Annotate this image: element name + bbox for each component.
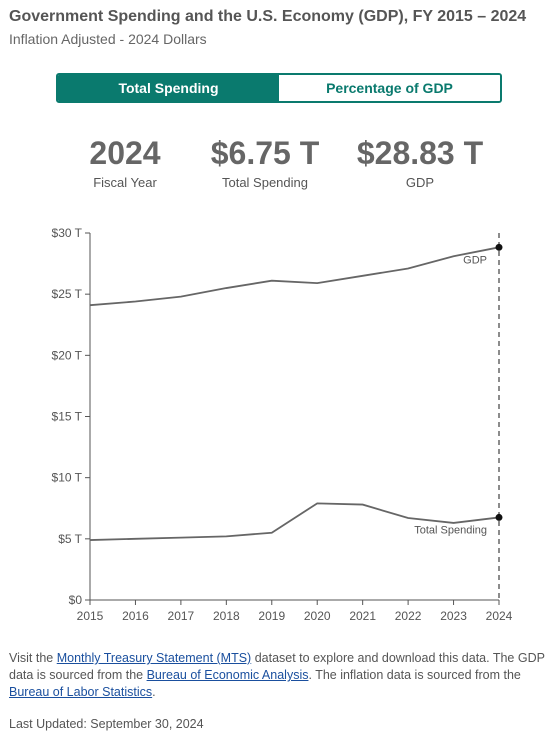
x-tick-label: 2024 (486, 609, 513, 623)
series-endpoint (495, 513, 503, 521)
percentage-of-gdp-tab[interactable]: Percentage of GDP (279, 75, 500, 101)
page-title: Government Spending and the U.S. Economy… (9, 8, 527, 25)
y-tick-label: $30 T (52, 226, 83, 240)
last-updated: Last Updated: September 30, 2024 (9, 717, 204, 731)
mts-link[interactable]: Monthly Treasury Statement (MTS) (56, 651, 252, 665)
stat-label: Total Spending (221, 175, 308, 190)
x-tick-label: 2020 (304, 609, 331, 623)
stat-fiscal-year: 2024 Fiscal Year (55, 134, 195, 190)
x-tick-label: 2017 (168, 609, 195, 623)
series-line-total-spending (89, 502, 500, 541)
line-chart[interactable]: $0 $5 T $10 T $15 T $20 T $25 T $30 T 2015 2016 2… (0, 220, 559, 630)
y-tick-label: $25 T (52, 287, 83, 301)
stat-value: $28.83 T (356, 135, 484, 171)
series-label: GDP (463, 254, 487, 266)
total-spending-tab[interactable]: Total Spending (58, 75, 279, 101)
y-tick-label: $0 (69, 593, 83, 607)
view-toggle: Total Spending Percentage of GDP (56, 73, 502, 103)
stat-label: GDP (405, 175, 435, 190)
footer-text: . (152, 685, 156, 699)
stat-total-spending: $6.75 T Total Spending (195, 134, 335, 190)
series-label: Total Spending (414, 524, 487, 536)
x-tick-label: 2018 (213, 609, 240, 623)
x-tick-label: 2015 (77, 609, 104, 623)
x-tick-label: 2023 (440, 609, 467, 623)
footer-note: Visit the Monthly Treasury Statement (MT… (9, 650, 554, 701)
y-tick-label: $20 T (52, 348, 83, 362)
x-tick-label: 2021 (349, 609, 376, 623)
y-tick-label: $5 T (58, 532, 82, 546)
stat-value: $6.75 T (210, 135, 320, 171)
stat-value: 2024 (89, 135, 161, 171)
stat-gdp: $28.83 T GDP (350, 134, 490, 190)
x-tick-label: 2022 (395, 609, 422, 623)
bls-link[interactable]: Bureau of Labor Statistics (9, 685, 153, 699)
bea-link[interactable]: Bureau of Economic Analysis (146, 668, 309, 682)
footer-text: dataset to explore and download this dat… (9, 651, 545, 682)
y-tick-label: $15 T (52, 410, 83, 424)
series-line-gdp (89, 246, 500, 307)
footer-text: . The inflation data is sourced from the (308, 668, 521, 682)
x-tick-label: 2016 (122, 609, 149, 623)
series-endpoint (495, 243, 503, 251)
x-tick-label: 2019 (258, 609, 285, 623)
page-subtitle: Inflation Adjusted - 2024 Dollars (9, 31, 207, 47)
stat-label: Fiscal Year (93, 175, 157, 190)
footer-text: Visit the (9, 651, 57, 665)
y-tick-label: $10 T (52, 471, 83, 485)
